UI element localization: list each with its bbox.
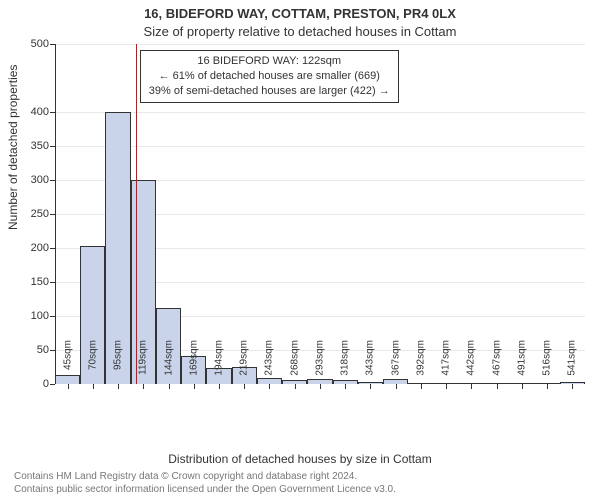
- y-tick-mark: [50, 248, 55, 249]
- x-tick-label: 243sqm: [264, 340, 275, 388]
- x-tick-label: 268sqm: [289, 340, 300, 388]
- y-tick-label: 0: [9, 378, 49, 390]
- annotation-line-1: 16 BIDEFORD WAY: 122sqm: [149, 54, 390, 69]
- bar-slot: 541sqm: [560, 44, 585, 384]
- footer-line-1: Contains HM Land Registry data © Crown c…: [14, 471, 396, 484]
- chart-title-main: 16, BIDEFORD WAY, COTTAM, PRESTON, PR4 0…: [0, 6, 600, 21]
- chart-title-sub: Size of property relative to detached ho…: [0, 24, 600, 39]
- bar-slot: 45sqm: [55, 44, 80, 384]
- y-tick-label: 500: [9, 38, 49, 50]
- y-tick-mark: [50, 214, 55, 215]
- bar-slot: 491sqm: [509, 44, 534, 384]
- x-tick-label: 343sqm: [365, 340, 376, 388]
- y-tick-mark: [50, 112, 55, 113]
- footer-attribution: Contains HM Land Registry data © Crown c…: [14, 471, 396, 496]
- annotation-box: 16 BIDEFORD WAY: 122sqm ← 61% of detache…: [140, 50, 399, 103]
- x-tick-label: 541sqm: [567, 340, 578, 388]
- x-tick-label: 491sqm: [516, 340, 527, 388]
- x-tick-label: 95sqm: [113, 340, 124, 388]
- x-tick-label: 194sqm: [214, 340, 225, 388]
- y-tick-mark: [50, 282, 55, 283]
- bar-slot: 417sqm: [434, 44, 459, 384]
- y-tick-label: 300: [9, 174, 49, 186]
- y-tick-label: 400: [9, 106, 49, 118]
- x-tick-label: 367sqm: [390, 340, 401, 388]
- x-tick-label: 119sqm: [138, 340, 149, 388]
- x-tick-label: 467sqm: [491, 340, 502, 388]
- x-tick-label: 70sqm: [87, 340, 98, 388]
- y-tick-mark: [50, 44, 55, 45]
- x-tick-label: 442sqm: [466, 340, 477, 388]
- bar-slot: 442sqm: [459, 44, 484, 384]
- x-tick-label: 392sqm: [415, 340, 426, 388]
- y-tick-label: 200: [9, 242, 49, 254]
- y-tick-mark: [50, 180, 55, 181]
- x-tick-label: 169sqm: [188, 340, 199, 388]
- y-tick-mark: [50, 350, 55, 351]
- x-tick-label: 516sqm: [542, 340, 553, 388]
- bar-slot: 516sqm: [534, 44, 559, 384]
- reference-marker-line: [136, 44, 137, 384]
- annotation-line-2: ← 61% of detached houses are smaller (66…: [149, 69, 390, 84]
- y-tick-label: 150: [9, 276, 49, 288]
- x-tick-label: 219sqm: [239, 340, 250, 388]
- x-tick-label: 417sqm: [441, 340, 452, 388]
- chart-container: { "titles": { "main": "16, BIDEFORD WAY,…: [0, 0, 600, 500]
- x-axis-label: Distribution of detached houses by size …: [0, 452, 600, 466]
- y-tick-label: 50: [9, 344, 49, 356]
- plot-area: 45sqm70sqm95sqm119sqm144sqm169sqm194sqm2…: [55, 44, 585, 384]
- bar-slot: 70sqm: [80, 44, 105, 384]
- bar-slot: 392sqm: [408, 44, 433, 384]
- bar-slot: 467sqm: [484, 44, 509, 384]
- x-tick-label: 318sqm: [340, 340, 351, 388]
- x-tick-label: 144sqm: [163, 340, 174, 388]
- bar-slot: 95sqm: [105, 44, 130, 384]
- y-tick-mark: [50, 316, 55, 317]
- footer-line-2: Contains public sector information licen…: [14, 484, 396, 497]
- y-tick-mark: [50, 384, 55, 385]
- x-tick-label: 45sqm: [62, 340, 73, 388]
- y-tick-label: 100: [9, 310, 49, 322]
- y-tick-label: 250: [9, 208, 49, 220]
- annotation-line-3: 39% of semi-detached houses are larger (…: [149, 84, 390, 99]
- x-tick-label: 293sqm: [314, 340, 325, 388]
- y-tick-label: 350: [9, 140, 49, 152]
- y-tick-mark: [50, 146, 55, 147]
